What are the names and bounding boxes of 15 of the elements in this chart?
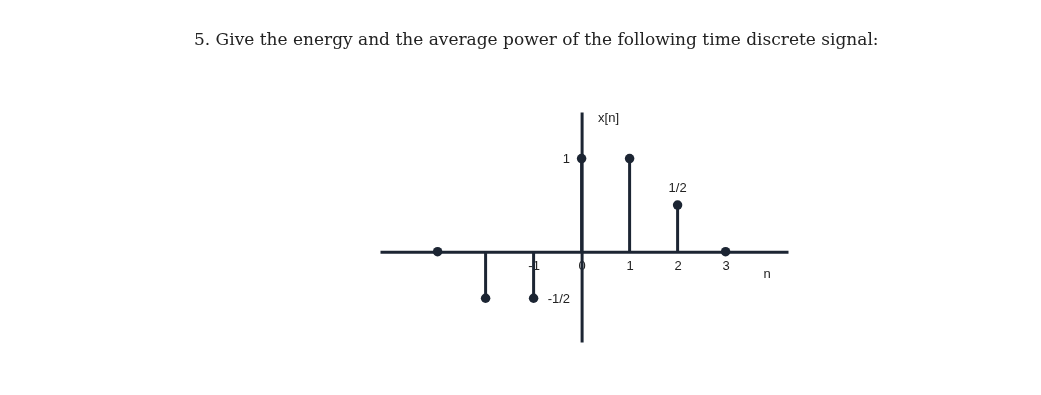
point — [528, 293, 539, 303]
point — [432, 246, 443, 257]
x-tick-label: 3 — [722, 258, 730, 274]
point — [672, 200, 683, 210]
chart-title: 5. Give the energy and the average power of the following time discrete signal: — [194, 29, 879, 49]
y-tick-label: -1/2 — [547, 290, 571, 306]
data-label: 1/2 — [668, 180, 687, 196]
point — [480, 293, 491, 303]
point — [720, 246, 731, 257]
point — [624, 153, 635, 164]
x-axis-title: n — [763, 266, 771, 282]
point — [576, 153, 587, 164]
y-axis-title: x[n] — [598, 109, 620, 125]
x-tick-label: 1 — [626, 258, 634, 274]
x-tick-label: 2 — [674, 258, 682, 274]
